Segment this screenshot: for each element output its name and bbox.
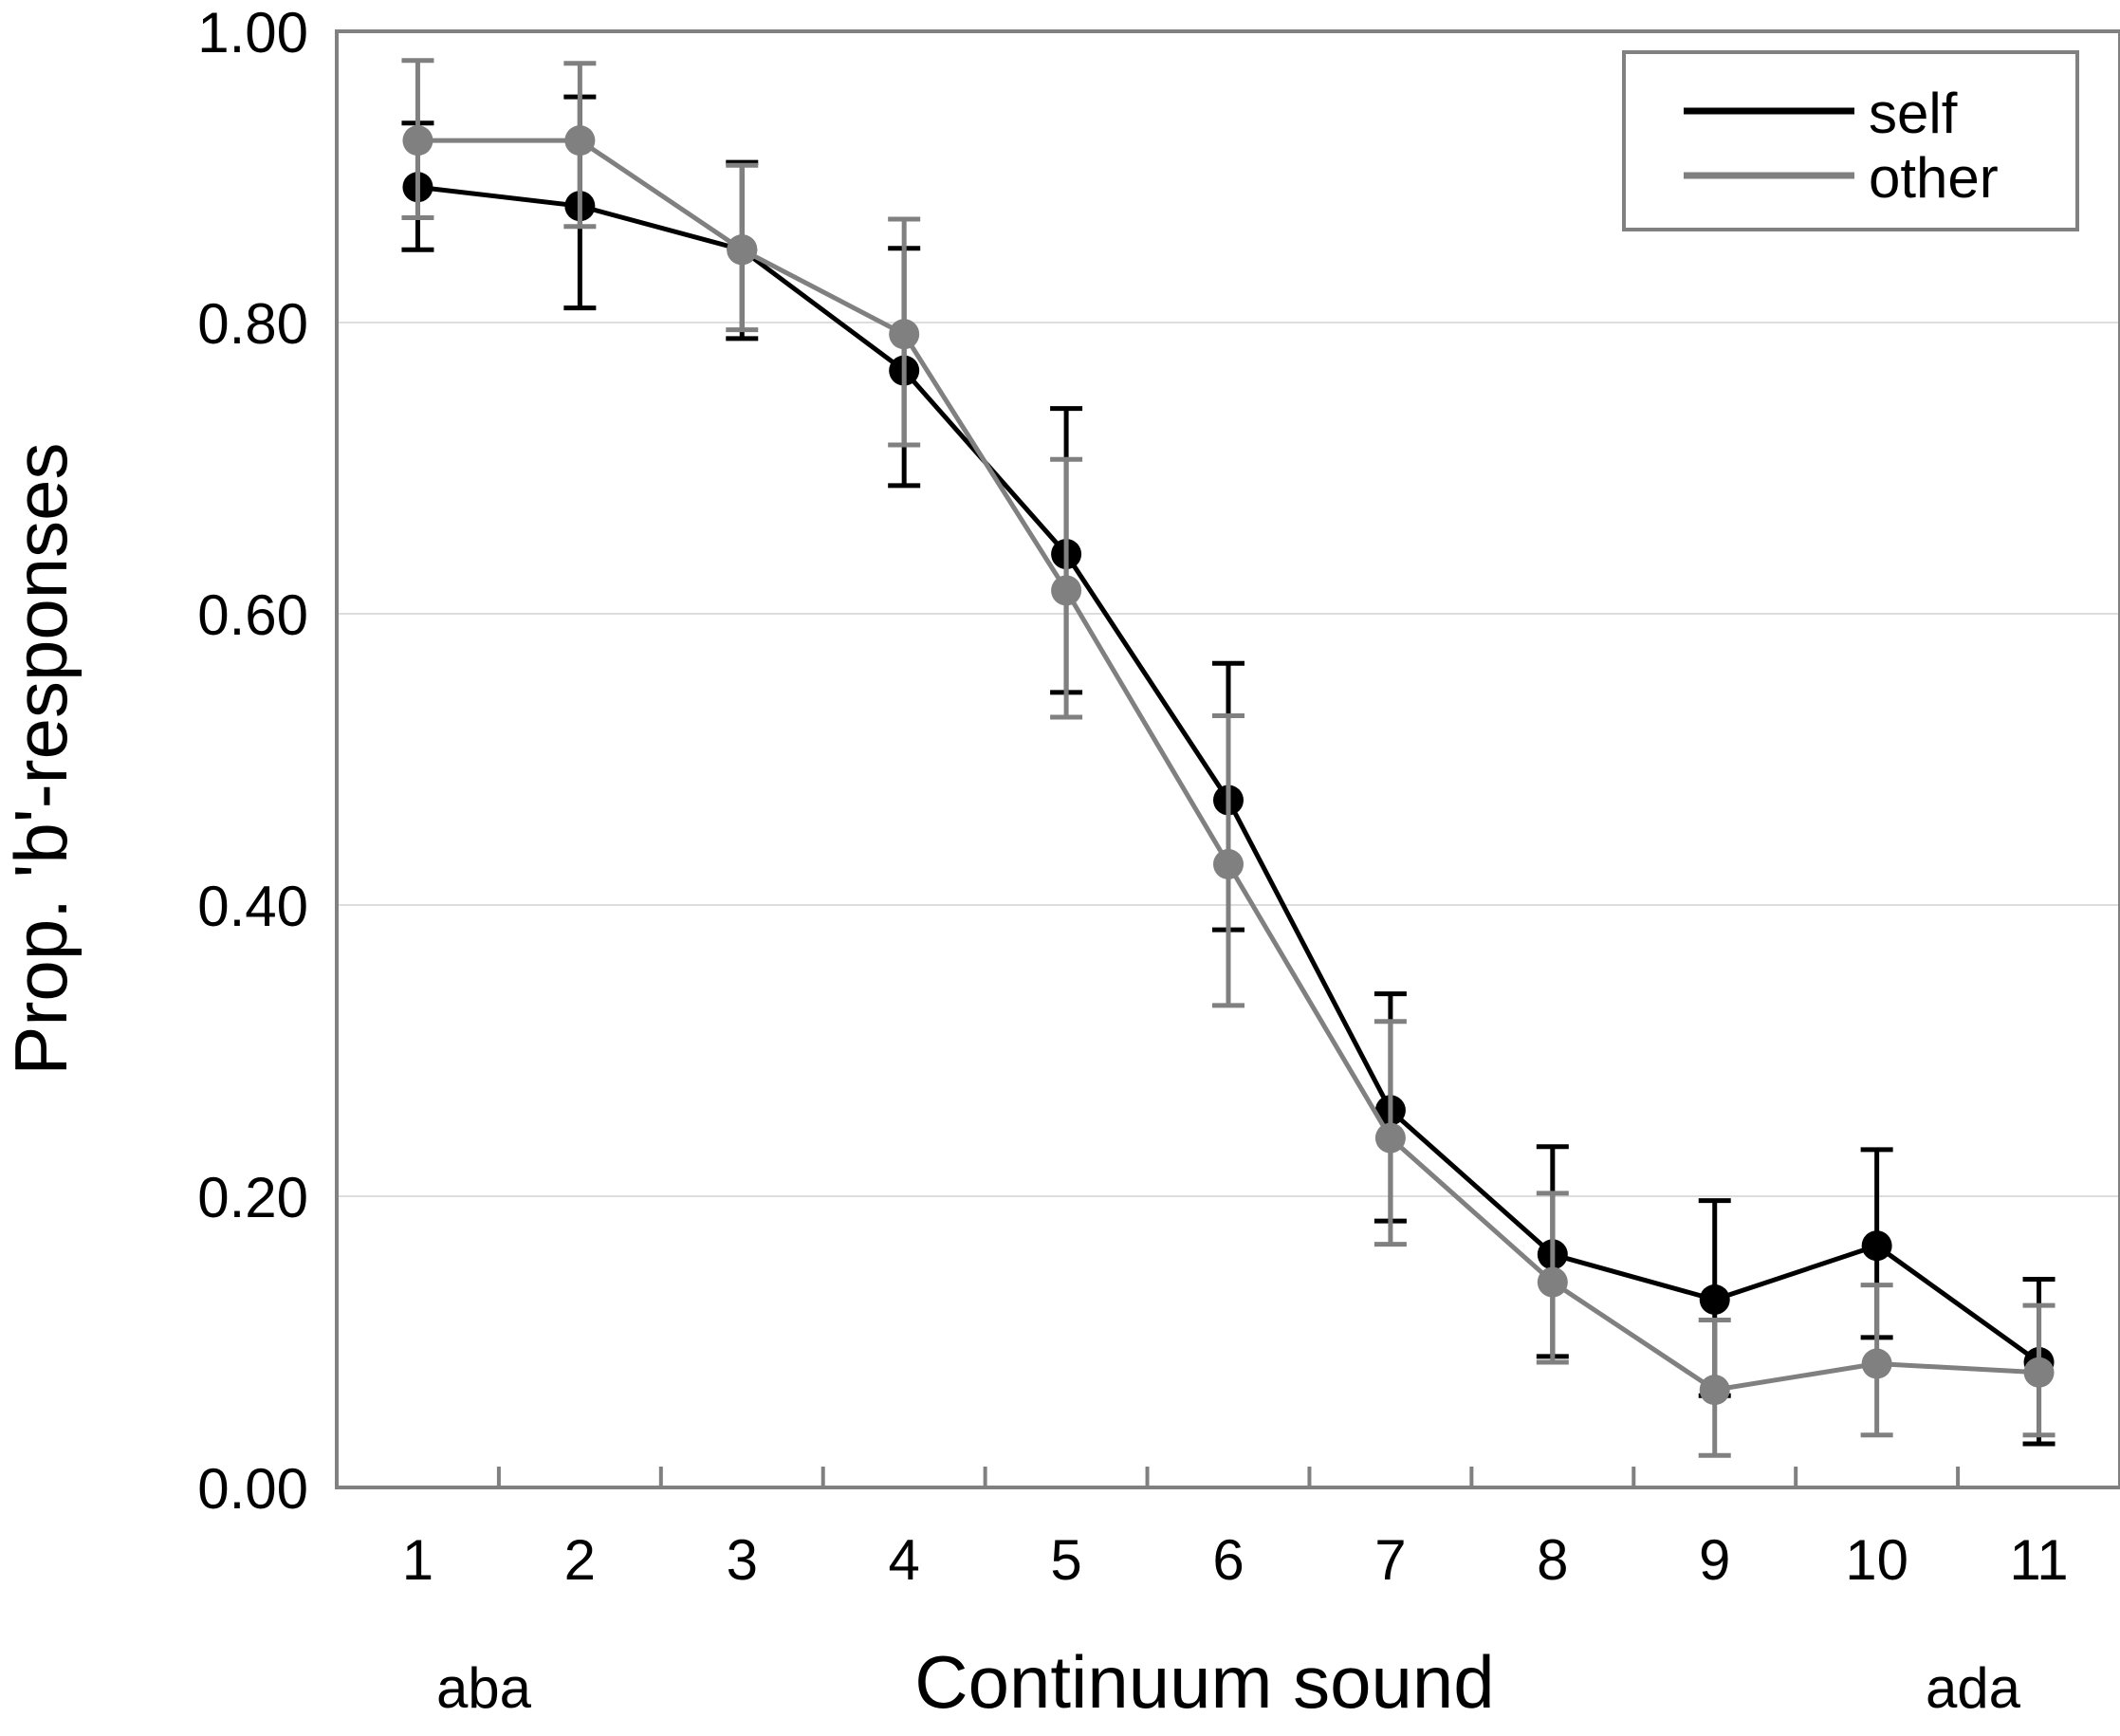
x-tick-label: 5 (1050, 1528, 1081, 1592)
legend: self other (1622, 50, 2079, 231)
data-point-other (1537, 1266, 1568, 1298)
y-tick-label: 0.80 (197, 292, 308, 356)
endpoint-label-right: ada (1926, 1656, 2021, 1720)
y-tick-label: 0.60 (197, 583, 308, 647)
data-point-other (1213, 849, 1244, 880)
data-point-other (564, 125, 596, 157)
x-tick-label: 11 (2009, 1528, 2068, 1592)
data-point-self (1861, 1230, 1892, 1262)
data-point-self (1699, 1284, 1730, 1315)
y-axis-tick-labels: 0.00 0.20 0.40 0.60 0.80 1.00 (197, 1, 308, 1521)
data-point-other (1699, 1375, 1730, 1406)
y-tick-label: 0.20 (197, 1166, 308, 1229)
data-point-other (2023, 1357, 2055, 1388)
x-tick-label: 10 (1845, 1528, 1908, 1592)
plot-frame (335, 29, 2120, 1489)
x-tick-label: 8 (1537, 1528, 1568, 1592)
x-tick-label: 6 (1212, 1528, 1244, 1592)
x-tick-label: 3 (727, 1528, 758, 1592)
data-point-other (1374, 1122, 1406, 1154)
grid-lines (337, 322, 2120, 1197)
data-point-other (727, 234, 758, 266)
x-tick-label: 7 (1374, 1528, 1406, 1592)
y-tick-label: 0.00 (197, 1457, 308, 1521)
legend-box (1622, 50, 2079, 231)
data-point-other (1861, 1348, 1892, 1379)
data-point-other (402, 125, 433, 157)
legend-label-self: self (1869, 82, 1958, 145)
series-other (401, 58, 2055, 1458)
y-tick-label: 0.40 (197, 875, 308, 938)
x-axis-ticks (496, 1467, 1961, 1487)
axes (335, 29, 2120, 1489)
y-axis-label: Prop. 'b'-responses (0, 442, 83, 1075)
x-axis-label: Continuum sound (914, 1640, 1494, 1724)
legend-label-other: other (1869, 146, 1999, 210)
x-tick-label: 2 (564, 1528, 596, 1592)
x-axis-tick-labels: 1 2 3 4 5 6 7 8 9 10 11 (402, 1528, 2069, 1592)
data-point-other (889, 319, 920, 350)
x-tick-label: 1 (402, 1528, 433, 1592)
series (401, 58, 2055, 1458)
y-tick-label: 1.00 (197, 1, 308, 65)
x-tick-label: 4 (888, 1528, 919, 1592)
endpoint-label-left: aba (436, 1656, 532, 1720)
data-point-other (1051, 575, 1082, 606)
x-tick-label: 9 (1699, 1528, 1730, 1592)
